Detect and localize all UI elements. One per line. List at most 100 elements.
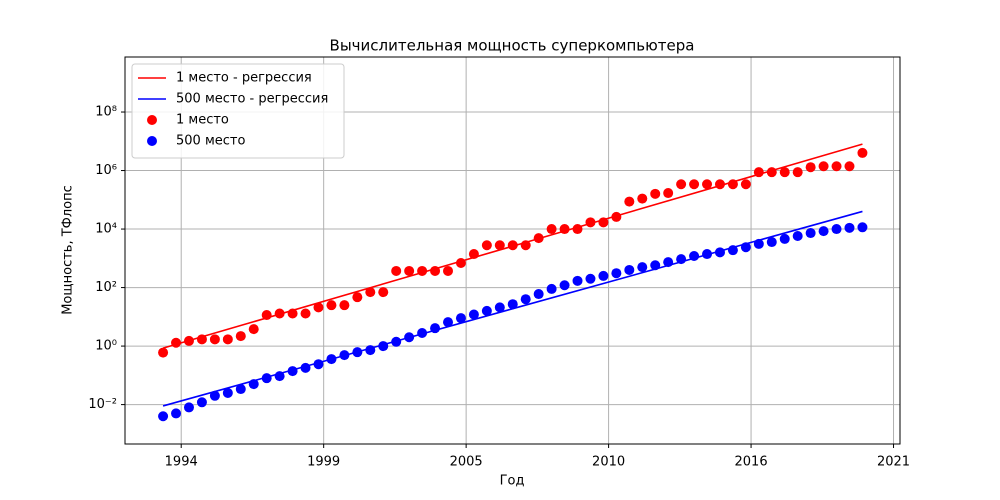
legend-label: 500 место - регрессия [176, 92, 328, 107]
data-point [222, 387, 233, 398]
y-tick-label: 10⁶ [95, 163, 117, 178]
data-point [378, 287, 389, 298]
data-point [727, 245, 738, 256]
data-point [468, 309, 479, 320]
data-point [365, 287, 376, 298]
data-point [792, 230, 803, 241]
data-point [261, 373, 272, 384]
data-point [171, 337, 182, 348]
data-point [481, 240, 492, 251]
x-tick-label: 2016 [735, 455, 768, 470]
data-point [443, 317, 454, 328]
legend-marker [147, 136, 157, 146]
data-point [158, 411, 169, 422]
data-point [585, 217, 596, 228]
data-point [222, 334, 233, 345]
data-point [663, 188, 674, 199]
y-tick-label: 10⁰ [95, 339, 117, 354]
data-point [727, 179, 738, 190]
data-point [494, 240, 505, 251]
data-point [196, 334, 207, 345]
legend-label: 1 место [176, 113, 229, 128]
legend-label: 1 место - регрессия [176, 71, 312, 86]
data-point [533, 233, 544, 244]
data-point [740, 242, 751, 253]
data-point [287, 308, 298, 319]
data-point [391, 265, 402, 276]
data-point [158, 347, 169, 358]
data-point [533, 289, 544, 300]
x-axis-label: Год [500, 474, 525, 489]
data-point [494, 302, 505, 313]
data-point [326, 354, 337, 365]
data-point [663, 257, 674, 268]
legend-label: 500 место [176, 134, 245, 149]
data-point [339, 300, 350, 311]
data-point [507, 299, 518, 310]
data-point [676, 254, 687, 265]
data-point [430, 323, 441, 334]
data-point [468, 249, 479, 260]
data-point [792, 167, 803, 178]
data-point [378, 341, 389, 352]
data-point [274, 308, 285, 319]
plot-frame [124, 56, 901, 445]
data-point [261, 310, 272, 321]
data-point [831, 224, 842, 235]
data-point [844, 161, 855, 172]
data-point [650, 188, 661, 199]
data-point [585, 273, 596, 284]
data-point [714, 247, 725, 258]
data-point [857, 147, 868, 158]
data-point [520, 294, 531, 305]
legend-marker [147, 115, 157, 125]
legend-box [131, 63, 345, 159]
data-point [455, 258, 466, 269]
data-point [559, 280, 570, 291]
x-tick-label: 2010 [592, 455, 625, 470]
data-point [676, 179, 687, 190]
data-point [209, 390, 220, 401]
data-point [352, 347, 363, 358]
data-point [300, 308, 311, 319]
data-point [443, 265, 454, 276]
data-point [702, 249, 713, 260]
data-point [339, 350, 350, 361]
data-point [404, 332, 415, 343]
data-point [507, 240, 518, 251]
data-point [404, 265, 415, 276]
data-point [209, 334, 220, 345]
x-tick-label: 2005 [450, 455, 483, 470]
data-point [740, 179, 751, 190]
data-point [857, 222, 868, 233]
chart-title: Вычислительная мощность суперкомпьютера [330, 37, 695, 55]
data-point [365, 345, 376, 356]
data-point [805, 162, 816, 173]
x-tick-label: 2021 [877, 455, 910, 470]
data-point [818, 161, 829, 172]
y-tick-label: 10² [95, 280, 117, 295]
data-point [171, 408, 182, 419]
data-point [313, 359, 324, 370]
data-point [689, 179, 700, 190]
data-point [546, 224, 557, 235]
data-point [300, 362, 311, 373]
data-point [766, 237, 777, 248]
data-point [455, 313, 466, 324]
data-point [430, 265, 441, 276]
data-point [689, 250, 700, 261]
data-point [235, 331, 246, 342]
data-point [831, 161, 842, 172]
data-point [753, 167, 764, 178]
data-point [313, 302, 324, 313]
data-point [559, 224, 570, 235]
y-axis-label: Мощность, ТФлопс [61, 185, 76, 315]
data-point [702, 179, 713, 190]
data-point [779, 233, 790, 244]
y-tick-label: 10⁸ [95, 105, 117, 120]
data-point [805, 228, 816, 239]
data-point [248, 379, 259, 390]
data-point [753, 238, 764, 249]
data-point [183, 335, 194, 346]
